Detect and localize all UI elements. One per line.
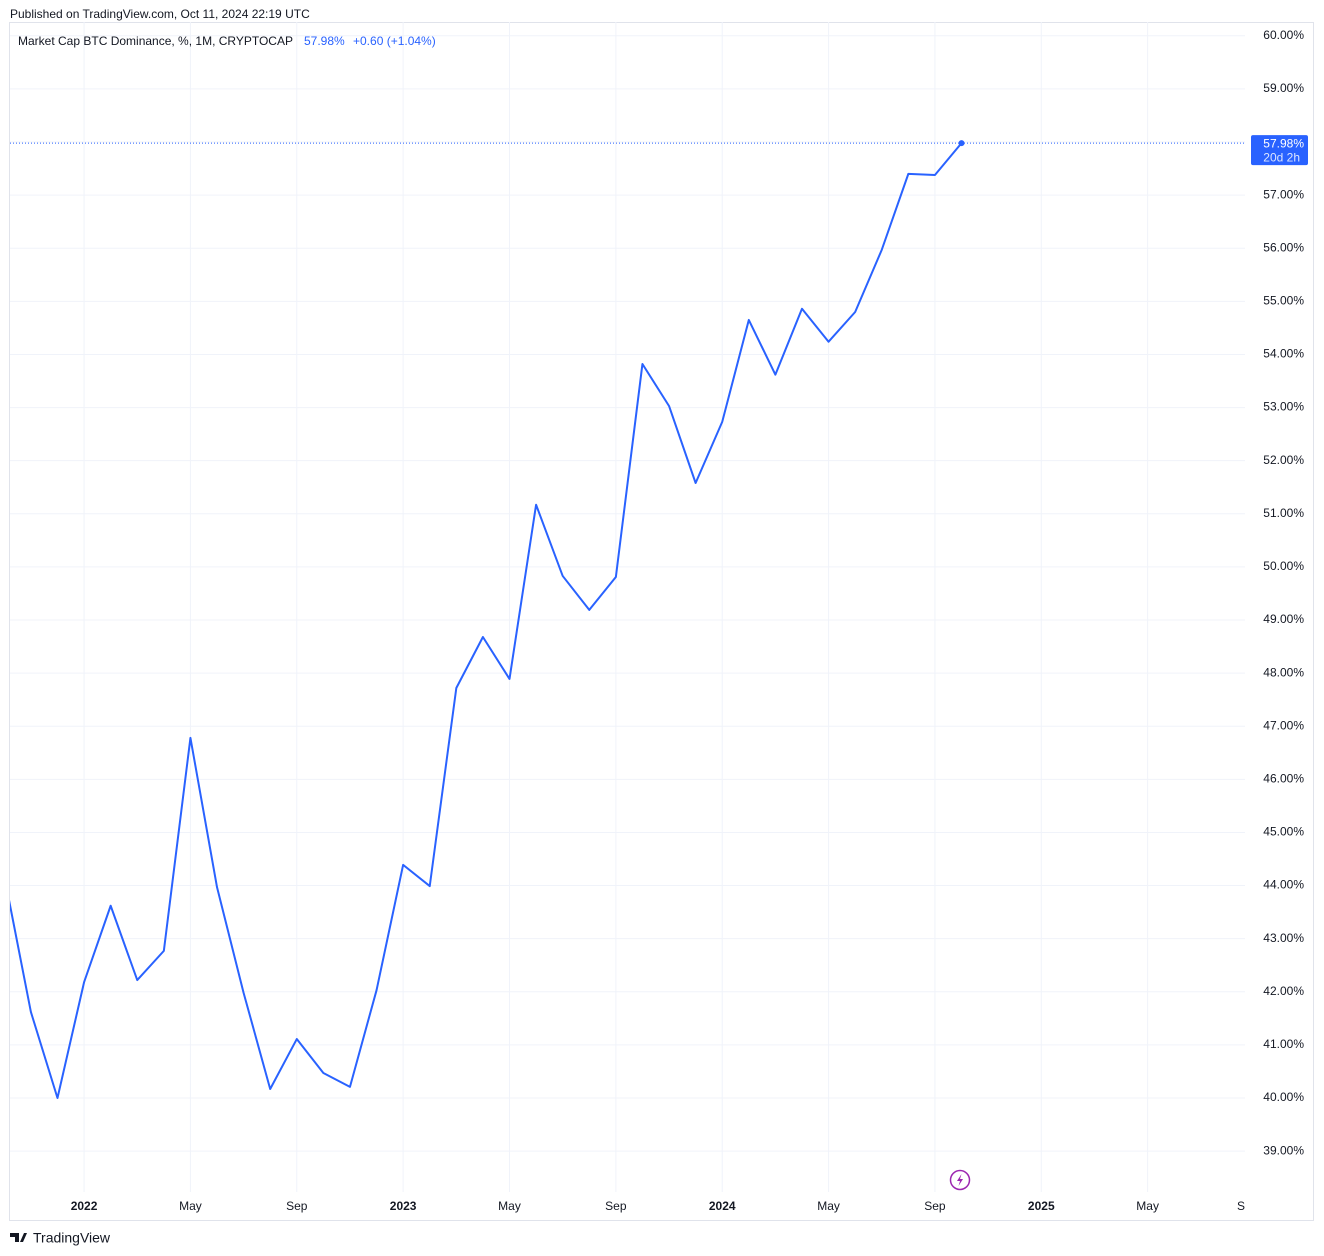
y-tick-label: 43.00% xyxy=(1263,931,1304,945)
x-tick-label: May xyxy=(817,1199,840,1213)
x-tick-label: May xyxy=(179,1199,202,1213)
y-tick-label: 59.00% xyxy=(1263,81,1304,95)
x-tick-label: Sep xyxy=(286,1199,308,1213)
y-tick-label: 56.00% xyxy=(1263,240,1304,254)
legend-name: Market Cap BTC Dominance, %, 1M, CRYPTOC… xyxy=(18,34,293,48)
y-tick-label: 53.00% xyxy=(1263,400,1304,414)
price-tag-countdown: 20d 2h xyxy=(1263,150,1300,164)
last-point xyxy=(958,140,965,147)
y-tick-label: 55.00% xyxy=(1263,294,1304,308)
published-note: Published on TradingView.com, Oct 11, 20… xyxy=(10,7,310,21)
y-tick-label: 49.00% xyxy=(1263,612,1304,626)
y-tick-label: 44.00% xyxy=(1263,878,1304,892)
x-tick-label: 2022 xyxy=(71,1199,98,1213)
y-tick-label: 52.00% xyxy=(1263,453,1304,467)
x-tick-label: Sep xyxy=(605,1199,627,1213)
data-line xyxy=(10,142,963,1099)
y-tick-label: 47.00% xyxy=(1263,718,1304,732)
y-tick-label: 42.00% xyxy=(1263,984,1304,998)
chart-frame xyxy=(9,22,1314,1221)
y-tick-label: 41.00% xyxy=(1263,1037,1304,1051)
y-tick-label: 45.00% xyxy=(1263,825,1304,839)
plot xyxy=(10,140,1245,1099)
x-tick-label: 2024 xyxy=(709,1199,736,1213)
grid xyxy=(10,22,1245,1192)
y-tick-label: 40.00% xyxy=(1263,1090,1304,1104)
y-tick-label: 46.00% xyxy=(1263,772,1304,786)
snapshot-icon xyxy=(949,1169,971,1191)
x-tick-label: May xyxy=(498,1199,521,1213)
y-tick-label: 57.00% xyxy=(1263,187,1304,201)
x-tick-label: S xyxy=(1237,1199,1245,1213)
logo-text: TradingView xyxy=(33,1230,111,1246)
price-tag xyxy=(1251,135,1308,166)
x-tick-label: 2025 xyxy=(1028,1199,1055,1213)
axes: 60.00%59.00%58.00%57.00%56.00%55.00%54.0… xyxy=(71,28,1308,1213)
y-tick-label: 39.00% xyxy=(1263,1143,1304,1157)
y-tick-label: 54.00% xyxy=(1263,347,1304,361)
price-tag-value: 57.98% xyxy=(1263,136,1304,150)
x-tick-label: 2023 xyxy=(390,1199,417,1213)
y-tick-label: 50.00% xyxy=(1263,559,1304,573)
tradingview-logo: TradingView xyxy=(10,1230,111,1246)
y-tick-label: 60.00% xyxy=(1263,28,1304,42)
legend-value: 57.98% xyxy=(304,34,345,48)
legend-change: +0.60 (+1.04%) xyxy=(353,34,436,48)
y-tick-label: 51.00% xyxy=(1263,506,1304,520)
x-tick-label: May xyxy=(1136,1199,1159,1213)
x-tick-label: Sep xyxy=(924,1199,946,1213)
y-tick-label: 48.00% xyxy=(1263,665,1304,679)
